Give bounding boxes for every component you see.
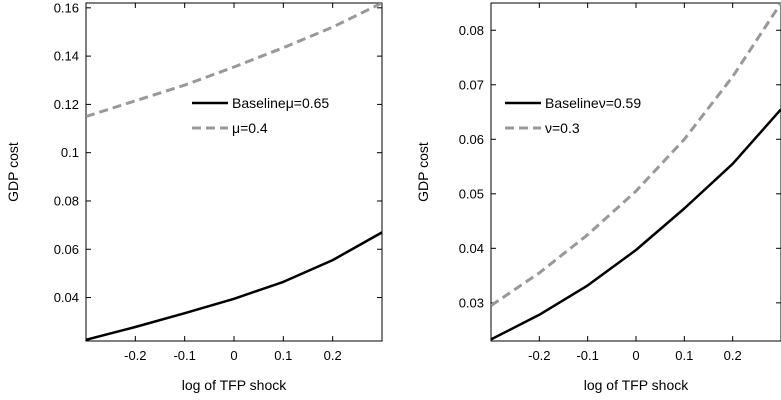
y-tick-label: 0.04	[54, 290, 79, 305]
y-tick-label: 0.16	[54, 0, 79, 15]
chart-panel-1: -0.2 -0.1 0 0.1 0.2 0.04 0.06 0.08 0.1 0.12 0.14 0.…	[5, 0, 383, 393]
legend-label: Baselineμ=0.65	[232, 95, 329, 111]
x-tick-label: -0.1	[576, 348, 598, 363]
x-axis-label: log of TFP shock	[182, 377, 288, 393]
series-line-solid	[491, 108, 781, 341]
y-tick-label: 0.12	[54, 97, 79, 112]
series-line-solid	[86, 231, 382, 341]
x-tick-label: -0.1	[173, 348, 195, 363]
x-axis-label: log of TFP shock	[584, 377, 690, 393]
x-tick-label: 0	[230, 348, 237, 363]
x-tick-label: 0.2	[724, 348, 742, 363]
y-axis-label: GDP cost	[415, 142, 431, 202]
y-tick-label: 0.1	[61, 145, 79, 160]
plot-area-frame	[85, 2, 383, 342]
y-tick-label: 0.04	[459, 241, 484, 256]
y-axis-label: GDP cost	[5, 142, 21, 202]
x-tick-label: -0.2	[528, 348, 550, 363]
x-tick-label: 0	[632, 348, 639, 363]
series-line-dashed	[86, 3, 382, 118]
legend: Baselineμ=0.65 μ=0.4	[192, 95, 329, 136]
y-tick-label: 0.05	[459, 186, 484, 201]
chart-panel-2: -0.2 -0.1 0 0.1 0.2 0.03 0.04 0.05 0.06 0.07 0.08 l…	[415, 2, 781, 393]
x-tick-label: 0.1	[675, 348, 693, 363]
plot-area-frame	[490, 2, 781, 342]
series-line-dashed	[491, 3, 781, 307]
y-tick-label: 0.03	[459, 295, 484, 310]
x-tick-label: 0.1	[274, 348, 292, 363]
legend-label: ν=0.3	[545, 120, 580, 136]
y-tick-label: 0.06	[459, 132, 484, 147]
y-tick-label: 0.07	[459, 77, 484, 92]
y-tick-label: 0.08	[54, 193, 79, 208]
legend-label: Baselineν=0.59	[545, 95, 641, 111]
legend-label: μ=0.4	[232, 120, 268, 136]
legend: Baselineν=0.59 ν=0.3	[505, 95, 641, 136]
y-tick-label: 0.08	[459, 23, 484, 38]
x-tick-label: 0.2	[324, 348, 342, 363]
y-tick-label: 0.14	[54, 49, 79, 64]
y-tick-label: 0.06	[54, 242, 79, 257]
x-tick-label: -0.2	[124, 348, 146, 363]
